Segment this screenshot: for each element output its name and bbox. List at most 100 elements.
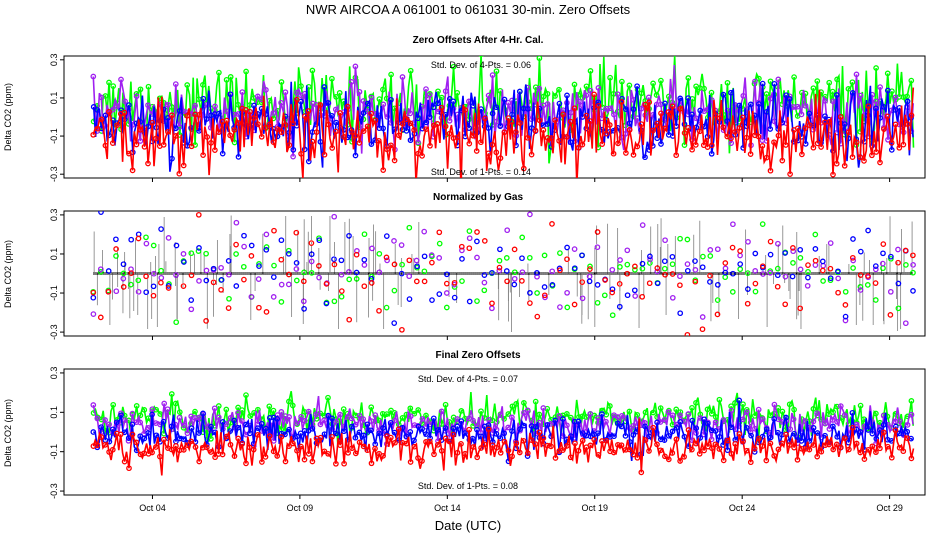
data-point-red xyxy=(290,440,296,447)
data-point-red xyxy=(524,450,531,457)
data-point-red xyxy=(160,436,167,443)
data-point-red xyxy=(712,441,719,448)
data-point-purple xyxy=(790,248,797,255)
data-point-green xyxy=(474,298,480,304)
data-point-red xyxy=(865,446,872,453)
data-point-green xyxy=(338,293,345,300)
data-point-red xyxy=(520,165,527,172)
data-point-red xyxy=(489,141,496,148)
data-point-red xyxy=(375,137,382,144)
data-point-green xyxy=(478,56,484,58)
data-point-purple xyxy=(493,118,500,125)
data-point-purple xyxy=(759,416,766,422)
data-point-red xyxy=(684,331,691,336)
data-point-purple xyxy=(308,258,315,265)
data-point-green xyxy=(141,407,148,413)
data-point-red xyxy=(630,152,637,158)
data-point-blue xyxy=(579,252,585,259)
data-point-purple xyxy=(293,420,300,427)
data-point-red xyxy=(165,128,171,135)
data-point-purple xyxy=(360,98,367,104)
data-point-blue xyxy=(200,95,207,102)
data-point-blue xyxy=(227,91,234,98)
data-point-blue xyxy=(331,256,337,263)
data-point-purple xyxy=(489,72,496,78)
data-point-red xyxy=(549,221,555,227)
data-point-green xyxy=(309,67,316,74)
data-point-purple xyxy=(331,213,338,220)
data-point-purple xyxy=(850,257,857,264)
data-point-blue xyxy=(126,102,132,108)
series-line-purple xyxy=(92,396,914,447)
data-point-purple xyxy=(743,409,750,416)
data-point-green xyxy=(278,79,285,85)
panel-1-annotation-4pts: Std. Dev. of 4-Pts. = 0.06 xyxy=(431,60,531,70)
data-point-blue xyxy=(501,430,507,437)
data-point-green xyxy=(701,85,707,92)
data-point-red xyxy=(638,121,645,127)
data-point-blue xyxy=(309,425,316,432)
data-point-red xyxy=(446,438,453,445)
data-point-purple xyxy=(707,247,714,253)
data-point-blue xyxy=(693,425,700,432)
data-point-blue xyxy=(180,436,187,442)
data-point-purple xyxy=(158,274,165,281)
x-tick-label: Oct 09 xyxy=(287,503,314,513)
data-point-red xyxy=(846,446,852,453)
data-point-red xyxy=(865,273,871,279)
data-point-green xyxy=(908,398,915,404)
data-point-red xyxy=(168,446,175,453)
data-point-purple xyxy=(853,71,860,78)
data-point-red xyxy=(133,141,140,148)
data-point-red xyxy=(481,238,488,244)
data-point-red xyxy=(812,257,819,264)
data-point-blue xyxy=(196,245,202,251)
data-point-red xyxy=(434,441,441,448)
data-point-red xyxy=(763,154,770,161)
data-point-green xyxy=(435,88,441,95)
data-point-red xyxy=(548,135,555,141)
data-point-green xyxy=(744,270,751,276)
data-point-red xyxy=(169,112,175,119)
data-point-purple xyxy=(428,252,435,258)
data-point-green xyxy=(329,75,335,82)
data-point-green xyxy=(564,411,570,417)
data-point-purple xyxy=(571,246,578,252)
data-point-red xyxy=(681,453,687,460)
data-point-red xyxy=(520,437,527,444)
data-point-red xyxy=(247,108,253,115)
data-point-green xyxy=(820,278,826,284)
data-point-purple xyxy=(122,417,128,423)
data-point-purple xyxy=(685,411,692,417)
data-point-red xyxy=(135,235,142,242)
data-point-green xyxy=(653,92,660,98)
y-tick-label: -0.1 xyxy=(49,444,59,460)
data-point-blue xyxy=(168,423,175,430)
data-point-purple xyxy=(384,113,391,120)
data-point-red xyxy=(227,441,234,448)
data-point-green xyxy=(519,234,526,241)
data-point-red xyxy=(743,134,750,141)
data-point-green xyxy=(192,408,198,415)
data-point-purple xyxy=(239,418,245,424)
data-point-purple xyxy=(274,412,281,418)
data-point-green xyxy=(609,312,616,319)
data-point-red xyxy=(208,449,214,455)
data-point-blue xyxy=(160,418,167,425)
data-point-green xyxy=(200,82,206,88)
data-point-blue xyxy=(549,282,556,288)
data-point-red xyxy=(654,265,661,271)
data-point-purple xyxy=(165,101,171,108)
data-point-red xyxy=(399,120,406,127)
data-point-red xyxy=(485,150,492,157)
data-point-red xyxy=(466,245,473,252)
data-point-blue xyxy=(857,248,864,255)
data-point-purple xyxy=(654,268,661,275)
data-point-blue xyxy=(364,100,371,107)
data-point-green xyxy=(501,416,507,422)
data-point-purple xyxy=(673,421,680,428)
data-point-green xyxy=(368,404,375,411)
data-point-purple xyxy=(102,417,108,423)
data-point-blue xyxy=(361,256,368,263)
plot-frame xyxy=(63,55,926,179)
